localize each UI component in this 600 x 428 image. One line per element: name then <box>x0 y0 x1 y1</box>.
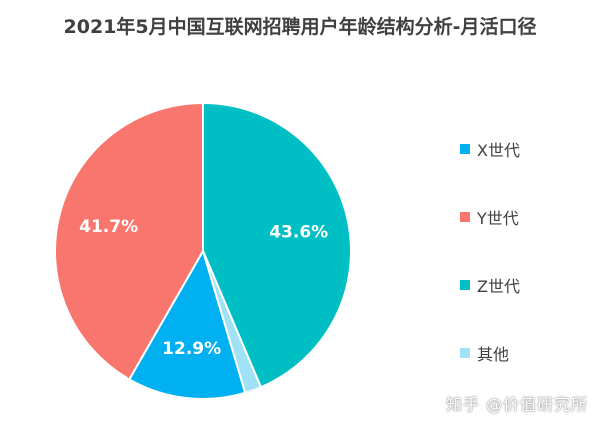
data-label-X世代: 12.9% <box>162 339 221 359</box>
pie-slice-X世代 <box>127 248 247 400</box>
pie-slice-Z世代 <box>202 101 352 389</box>
chart-legend: X世代 Y世代 Z世代其他 <box>460 138 520 410</box>
legend-item-Y世代: Y世代 <box>460 206 520 228</box>
legend-swatch <box>460 348 470 358</box>
watermark: 知乎 @价值研究所 <box>446 395 589 414</box>
legend-item-X世代: X世代 <box>460 138 520 160</box>
legend-swatch <box>460 212 470 222</box>
legend-swatch <box>460 144 470 154</box>
data-label-Y世代: 41.7% <box>79 217 138 237</box>
data-label-Z世代: 43.6% <box>269 222 328 242</box>
legend-item-其他: 其他 <box>460 342 520 364</box>
legend-item-Z世代: Z世代 <box>460 274 520 296</box>
legend-label: Z世代 <box>477 277 520 296</box>
legend-label: Y世代 <box>477 209 519 228</box>
legend-label: 其他 <box>477 345 510 364</box>
legend-swatch <box>460 280 470 290</box>
legend-label: X世代 <box>477 141 520 160</box>
pie-slice-Y世代 <box>54 101 204 381</box>
chart-title: 2021年5月中国互联网招聘用户年龄结构分析-月活口径 <box>63 16 537 38</box>
